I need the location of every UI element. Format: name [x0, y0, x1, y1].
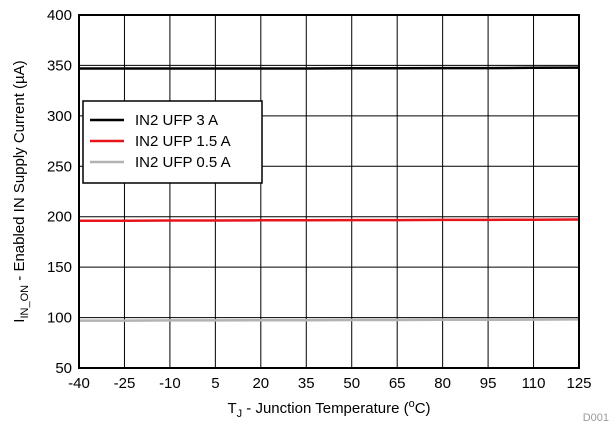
x-axis-title-main: T — [227, 400, 236, 417]
legend-label: IN2 UFP 0.5 A — [135, 154, 231, 171]
plot-area-frame — [78, 14, 580, 369]
y-axis-title-subscript: IN_ON — [19, 285, 31, 319]
x-tick-label: 80 — [434, 375, 451, 392]
x-axis-title-end: C) — [415, 400, 431, 417]
x-axis-title-text: - Junction Temperature ( — [242, 400, 408, 417]
series-line — [79, 66, 580, 70]
x-tick-label: 110 — [522, 375, 546, 392]
y-tick-label: 200 — [47, 209, 72, 226]
y-tick-label: 150 — [47, 259, 72, 276]
legend: IN2 UFP 3 A IN2 UFP 1.5 A IN2 UFP 0.5 A — [82, 100, 263, 184]
y-tick-label: 300 — [47, 108, 72, 125]
x-axis-title: TJ - Junction Temperature (oC) — [227, 398, 430, 420]
x-tick-label: 50 — [343, 375, 360, 392]
y-tick-label: 50 — [55, 360, 72, 377]
series-line — [79, 318, 580, 322]
y-tick-label: 250 — [47, 158, 72, 175]
y-tick-label: 350 — [47, 57, 72, 74]
x-tick-label: 65 — [389, 375, 406, 392]
y-axis-title-main: I — [11, 319, 28, 323]
legend-label: IN2 UFP 3 A — [135, 112, 218, 129]
x-tick-label: 95 — [480, 375, 497, 392]
x-axis-title-subscript: J — [237, 408, 243, 420]
x-axis-tick-labels: -40 -25 -10 5 20 35 50 65 80 95 110 125 — [68, 375, 591, 392]
series-line — [79, 218, 580, 222]
x-tick-label: 5 — [211, 375, 219, 392]
y-tick-label: 100 — [47, 310, 72, 327]
y-axis-title-text: - Enabled IN Supply Current (µA) — [11, 60, 28, 285]
x-tick-label: 20 — [252, 375, 269, 392]
x-axis-title-superscript: o — [409, 398, 415, 410]
x-tick-label: 35 — [298, 375, 315, 392]
legend-label: IN2 UFP 1.5 A — [135, 133, 231, 150]
x-tick-label: -25 — [114, 375, 136, 392]
x-tick-label: -10 — [159, 375, 181, 392]
series-lines — [79, 66, 580, 322]
y-axis-title: IIN_ON - Enabled IN Supply Current (µA) — [11, 60, 31, 322]
x-tick-label: 125 — [566, 375, 591, 392]
x-tick-label: -40 — [68, 375, 90, 392]
y-axis-tick-labels: 50 100 150 200 250 300 350 400 — [47, 7, 72, 377]
y-tick-label: 400 — [47, 7, 72, 24]
figure-id-label: D001 — [583, 412, 609, 424]
